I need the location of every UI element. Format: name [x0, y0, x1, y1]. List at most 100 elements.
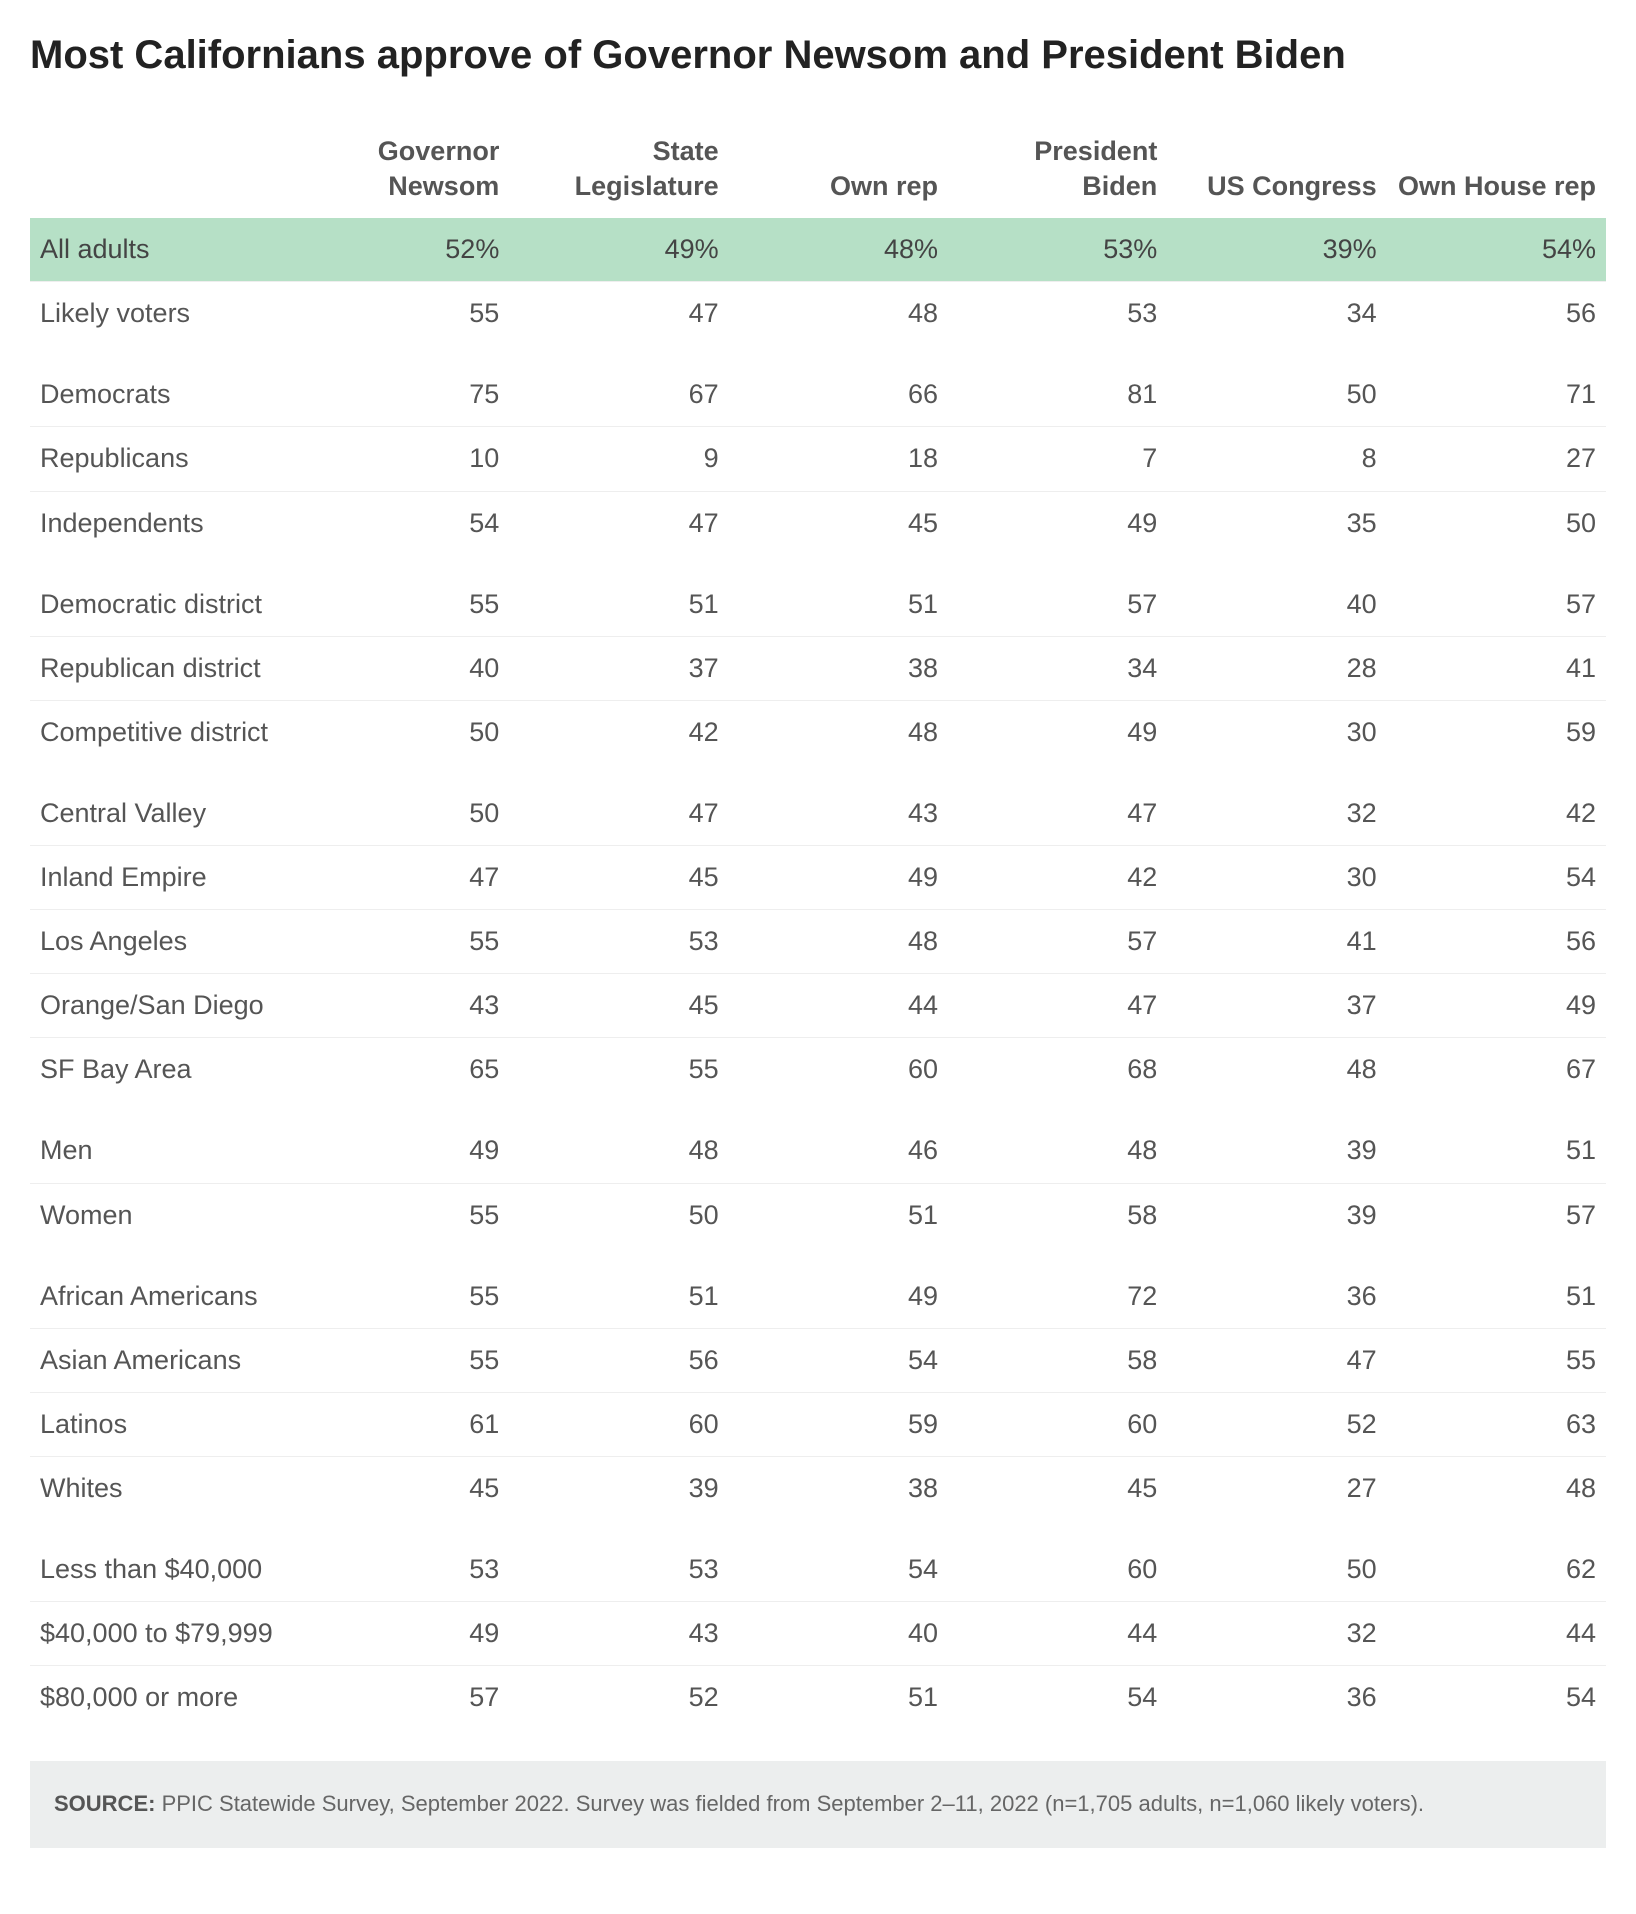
data-cell: 81 [948, 363, 1167, 427]
data-cell: 48 [1167, 1038, 1386, 1102]
data-cell: 10 [290, 427, 509, 491]
data-cell: 71 [1387, 363, 1606, 427]
table-row: Less than $40,000535354605062 [30, 1538, 1606, 1602]
data-cell: 54 [1387, 1666, 1606, 1730]
data-cell: 52% [290, 218, 509, 282]
source-text: PPIC Statewide Survey, September 2022. S… [155, 1791, 1424, 1816]
data-cell: 53% [948, 218, 1167, 282]
data-cell: 49 [729, 846, 948, 910]
data-cell: 56 [509, 1328, 728, 1392]
data-cell: 38 [729, 636, 948, 700]
data-cell: 47 [948, 974, 1167, 1038]
data-cell: 45 [290, 1456, 509, 1520]
table-row: SF Bay Area655560684867 [30, 1038, 1606, 1102]
data-cell: 51 [729, 573, 948, 637]
row-label: Likely voters [30, 282, 290, 346]
data-cell: 7 [948, 427, 1167, 491]
data-cell: 45 [509, 974, 728, 1038]
data-cell: 72 [948, 1265, 1167, 1329]
data-cell: 67 [1387, 1038, 1606, 1102]
table-body: All adults52%49%48%53%39%54%Likely voter… [30, 218, 1606, 1729]
data-cell: 55 [290, 1328, 509, 1392]
row-label: Whites [30, 1456, 290, 1520]
table-row: Competitive district504248493059 [30, 700, 1606, 764]
data-cell: 37 [509, 636, 728, 700]
column-header: US Congress [1167, 120, 1386, 218]
data-cell: 50 [1167, 1538, 1386, 1602]
data-cell: 52 [1167, 1392, 1386, 1456]
data-cell: 55 [290, 1183, 509, 1247]
column-header: Governor Newsom [290, 120, 509, 218]
data-cell: 55 [1387, 1328, 1606, 1392]
data-cell: 50 [509, 1183, 728, 1247]
data-cell: 67 [509, 363, 728, 427]
data-cell: 56 [1387, 282, 1606, 346]
table-row: $40,000 to $79,999494340443244 [30, 1602, 1606, 1666]
data-cell: 49 [948, 700, 1167, 764]
data-cell: 58 [948, 1183, 1167, 1247]
row-label: $40,000 to $79,999 [30, 1602, 290, 1666]
data-cell: 45 [729, 491, 948, 555]
data-cell: 47 [1167, 1328, 1386, 1392]
row-label: Republicans [30, 427, 290, 491]
data-cell: 42 [1387, 782, 1606, 846]
data-cell: 47 [509, 282, 728, 346]
data-cell: 43 [290, 974, 509, 1038]
data-cell: 53 [509, 1538, 728, 1602]
data-cell: 51 [729, 1666, 948, 1730]
data-cell: 62 [1387, 1538, 1606, 1602]
column-header: State Legislature [509, 120, 728, 218]
data-cell: 50 [290, 700, 509, 764]
data-cell: 48 [729, 700, 948, 764]
table-row: Democrats756766815071 [30, 363, 1606, 427]
data-cell: 57 [948, 910, 1167, 974]
data-cell: 47 [290, 846, 509, 910]
data-cell: 30 [1167, 700, 1386, 764]
data-cell: 48 [729, 282, 948, 346]
data-cell: 56 [1387, 910, 1606, 974]
data-cell: 49% [509, 218, 728, 282]
data-cell: 51 [509, 1265, 728, 1329]
data-cell: 60 [948, 1538, 1167, 1602]
table-row: Latinos616059605263 [30, 1392, 1606, 1456]
data-cell: 32 [1167, 782, 1386, 846]
data-cell: 54% [1387, 218, 1606, 282]
table-row: $80,000 or more575251543654 [30, 1666, 1606, 1730]
data-cell: 51 [1387, 1119, 1606, 1183]
data-cell: 36 [1167, 1666, 1386, 1730]
data-cell: 51 [509, 573, 728, 637]
data-cell: 54 [729, 1328, 948, 1392]
row-label: Orange/San Diego [30, 974, 290, 1038]
table-row: Independents544745493550 [30, 491, 1606, 555]
data-cell: 53 [509, 910, 728, 974]
header-blank [30, 120, 290, 218]
data-cell: 57 [290, 1666, 509, 1730]
data-cell: 34 [1167, 282, 1386, 346]
approval-table: Governor NewsomState LegislatureOwn repP… [30, 120, 1606, 1729]
table-row: Republicans109187827 [30, 427, 1606, 491]
source-note: SOURCE: PPIC Statewide Survey, September… [30, 1761, 1606, 1848]
data-cell: 47 [948, 782, 1167, 846]
data-cell: 39 [1167, 1119, 1386, 1183]
data-cell: 53 [948, 282, 1167, 346]
data-cell: 55 [509, 1038, 728, 1102]
row-label: African Americans [30, 1265, 290, 1329]
data-cell: 53 [290, 1538, 509, 1602]
data-cell: 49 [290, 1602, 509, 1666]
data-cell: 49 [729, 1265, 948, 1329]
data-cell: 55 [290, 910, 509, 974]
group-spacer [30, 345, 1606, 363]
row-label: Latinos [30, 1392, 290, 1456]
data-cell: 47 [509, 782, 728, 846]
data-cell: 60 [509, 1392, 728, 1456]
data-cell: 55 [290, 573, 509, 637]
data-cell: 61 [290, 1392, 509, 1456]
data-cell: 57 [948, 573, 1167, 637]
row-label: Inland Empire [30, 846, 290, 910]
data-cell: 44 [948, 1602, 1167, 1666]
table-row: Inland Empire474549423054 [30, 846, 1606, 910]
column-header: President Biden [948, 120, 1167, 218]
row-label: All adults [30, 218, 290, 282]
data-cell: 54 [729, 1538, 948, 1602]
data-cell: 40 [1167, 573, 1386, 637]
